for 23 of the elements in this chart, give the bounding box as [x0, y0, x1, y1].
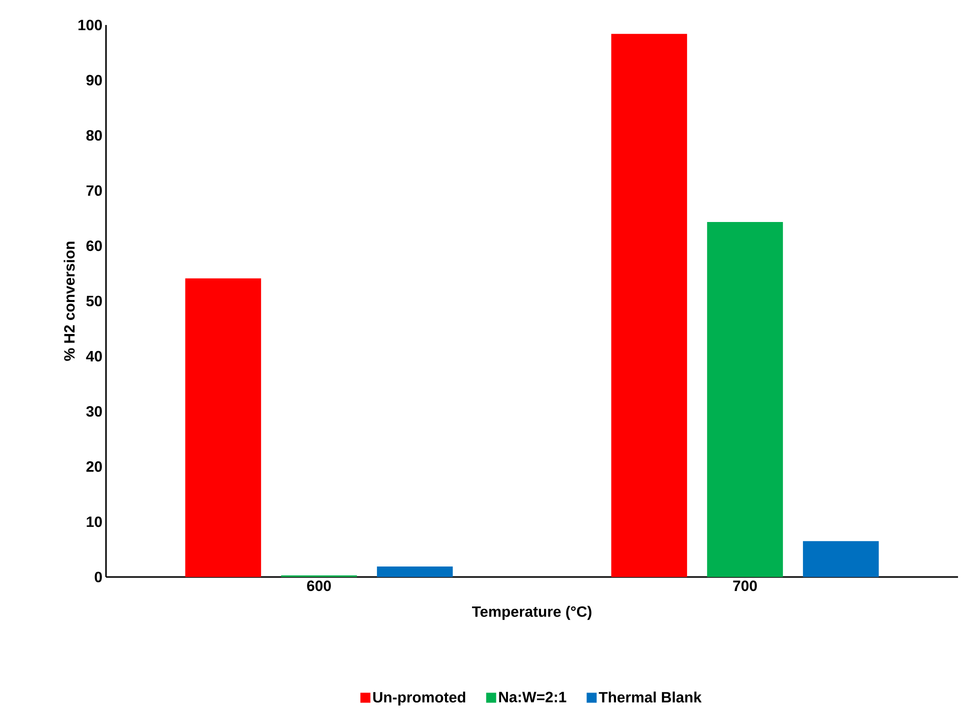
legend-label: Un-promoted: [373, 692, 466, 706]
y-tick-label: 70: [86, 185, 102, 196]
y-axis-title: % H2 conversion: [64, 242, 75, 361]
y-tick-label: 90: [86, 74, 102, 86]
y-tick-label: 80: [86, 130, 102, 141]
bar: [802, 541, 879, 577]
y-tick-label: 50: [86, 296, 102, 306]
legend-label: Thermal Blank: [598, 692, 702, 703]
y-tick-label: 100: [78, 20, 102, 30]
y-tick-label: 40: [86, 350, 102, 362]
y-tick-label: 10: [86, 516, 102, 528]
y-tick-label: 0: [94, 572, 102, 582]
x-tick-label: 700: [733, 580, 757, 592]
legend-label: Na:W=2:1: [499, 692, 566, 702]
bar: [376, 566, 453, 577]
x-axis-title: Temperature (°C): [472, 606, 592, 620]
y-tick-label: 30: [86, 406, 102, 417]
bar: [185, 278, 262, 577]
bar: [611, 34, 688, 577]
bar: [707, 222, 783, 577]
y-tick-label: 20: [86, 461, 102, 472]
y-tick-label: 60: [86, 240, 102, 252]
x-tick-label: 600: [307, 580, 331, 592]
